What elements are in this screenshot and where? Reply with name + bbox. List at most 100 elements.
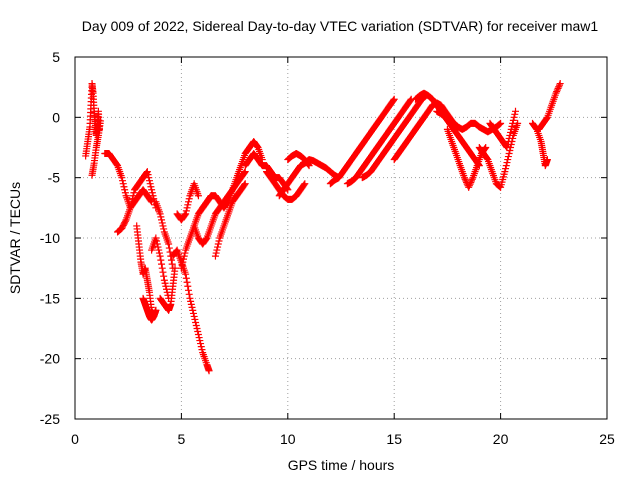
data-point — [241, 181, 249, 189]
data-point — [160, 276, 168, 284]
data-point — [185, 290, 193, 298]
data-point — [300, 181, 308, 189]
data-point — [198, 346, 206, 354]
data-point — [156, 252, 164, 260]
data-point — [184, 282, 192, 290]
data-point — [171, 264, 179, 272]
data-point — [153, 240, 161, 248]
series-arc-2 — [88, 117, 105, 179]
data-point — [241, 169, 249, 177]
data-point — [182, 207, 190, 215]
data-point — [121, 186, 129, 194]
data-point — [161, 279, 169, 287]
data-point — [165, 244, 173, 252]
data-point — [496, 120, 504, 128]
data-point — [182, 270, 190, 278]
data-point — [145, 174, 153, 182]
data-point — [159, 222, 167, 230]
data-points — [82, 80, 564, 375]
series-arc-11 — [173, 180, 202, 224]
data-point — [152, 306, 160, 314]
data-point — [160, 225, 168, 233]
data-point — [509, 119, 517, 127]
data-point — [159, 268, 167, 276]
data-point — [224, 199, 232, 207]
data-point — [118, 174, 126, 182]
data-point — [168, 260, 176, 268]
data-point — [505, 150, 513, 158]
data-point — [461, 175, 469, 183]
data-point — [553, 88, 561, 96]
x-tick-label: 25 — [599, 431, 615, 447]
series-arc-8 — [152, 198, 177, 272]
y-tick-label: -5 — [48, 170, 61, 186]
x-tick-label: 5 — [178, 431, 186, 447]
data-point — [180, 252, 188, 260]
data-point — [483, 155, 491, 163]
data-point — [186, 294, 194, 302]
data-point — [184, 198, 192, 206]
data-point — [130, 189, 138, 197]
data-point — [466, 180, 474, 188]
data-point — [553, 86, 561, 94]
data-point — [543, 114, 551, 122]
series-arc-17 — [263, 168, 309, 203]
x-tick-labels: 0 5 10 15 20 25 — [71, 431, 615, 447]
data-point — [211, 252, 219, 260]
data-point — [214, 240, 222, 248]
data-point — [197, 343, 205, 351]
data-point — [163, 285, 171, 293]
chart-title: Day 009 of 2022, Sidereal Day-to-day VTE… — [82, 18, 599, 34]
data-point — [158, 260, 166, 268]
y-tick-label: -15 — [40, 290, 60, 306]
data-point — [157, 256, 165, 264]
data-point — [183, 278, 191, 286]
data-point — [555, 83, 563, 91]
data-point — [301, 180, 309, 188]
data-point — [162, 282, 170, 290]
series-arc-9 — [156, 264, 179, 314]
y-tick-labels: -25 -20 -15 -10 -5 0 5 — [40, 49, 60, 427]
data-point — [202, 235, 210, 243]
data-point — [253, 142, 261, 150]
data-point — [147, 183, 155, 191]
data-point — [178, 261, 186, 269]
data-point — [155, 249, 163, 257]
data-point — [195, 334, 203, 342]
data-point — [97, 117, 105, 125]
series-arc-26 — [443, 125, 490, 191]
series-arc-29 — [529, 119, 551, 170]
data-point — [214, 243, 222, 251]
y-tick-label: -10 — [40, 230, 60, 246]
data-point — [192, 318, 200, 326]
data-point — [165, 240, 173, 248]
data-point — [120, 183, 128, 191]
series-arc-28 — [486, 107, 519, 151]
data-point — [143, 168, 151, 176]
data-point — [182, 210, 190, 218]
data-point — [504, 156, 512, 164]
data-point — [190, 312, 198, 320]
data-point — [465, 183, 473, 191]
data-point — [193, 325, 201, 332]
data-point — [304, 161, 312, 169]
data-point — [495, 121, 503, 129]
data-point — [468, 177, 476, 185]
series-arc-15 — [211, 180, 249, 260]
data-point — [502, 165, 510, 173]
x-tick-label: 10 — [280, 431, 296, 447]
data-point — [147, 197, 155, 205]
data-point — [554, 84, 562, 92]
data-point — [467, 178, 475, 186]
x-tick-label: 0 — [71, 431, 79, 447]
data-point — [191, 315, 199, 323]
data-point — [507, 128, 515, 136]
data-point — [158, 216, 166, 224]
data-point — [155, 246, 163, 254]
y-axis-label: SDTVAR / TECUs — [7, 182, 23, 294]
data-point — [145, 177, 153, 185]
series-arc-6 — [139, 294, 160, 324]
data-point — [184, 201, 192, 209]
data-point — [189, 306, 197, 314]
